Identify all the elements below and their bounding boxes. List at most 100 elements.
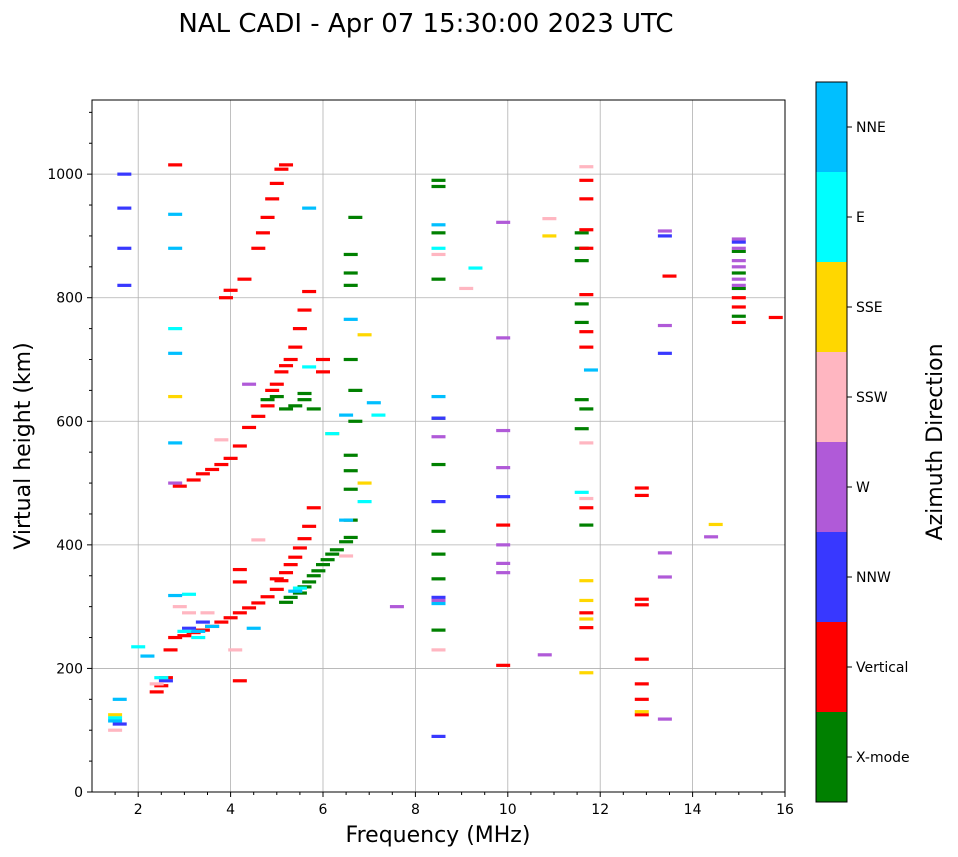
- data-point-x-mode: [431, 184, 446, 189]
- data-point-nnw: [158, 679, 173, 683]
- data-point-ssw: [431, 648, 446, 652]
- colorbar-frame: [815, 81, 848, 803]
- data-point-sse: [708, 522, 723, 527]
- data-point-x-mode: [311, 569, 326, 573]
- data-point-x-mode: [343, 283, 358, 287]
- data-point-nnw: [657, 234, 672, 238]
- data-point-vertical: [168, 163, 183, 167]
- data-point-vertical: [634, 486, 649, 490]
- data-point-ssw: [214, 438, 229, 442]
- x-axis-ticks: 2 4 6 8 10 12 14 16: [114, 792, 794, 818]
- data-point-e: [177, 629, 192, 633]
- data-point-e: [131, 645, 146, 649]
- data-point-ssw: [459, 286, 474, 291]
- data-point-x-mode: [731, 314, 746, 318]
- data-point-x-mode: [574, 320, 589, 325]
- data-point-x-mode: [339, 540, 354, 544]
- data-point-w: [657, 575, 672, 579]
- data-point-e: [154, 676, 169, 680]
- data-point-nnw: [657, 351, 672, 355]
- data-point-nnw: [117, 246, 132, 250]
- data-point-vertical: [218, 296, 233, 300]
- data-point-x-mode: [279, 407, 294, 411]
- data-point-vertical: [269, 181, 284, 186]
- data-point-e: [108, 716, 123, 720]
- data-point-vertical: [265, 197, 280, 201]
- data-point-vertical: [214, 620, 229, 624]
- data-point-x-mode: [574, 427, 589, 431]
- data-point-ssw: [431, 252, 446, 257]
- data-point-nne: [431, 394, 446, 399]
- data-point-ssw: [339, 554, 354, 558]
- plot-frame: [91, 99, 786, 793]
- data-point-e: [468, 266, 483, 270]
- data-point-vertical: [634, 697, 649, 701]
- data-point-vertical: [223, 288, 238, 292]
- colorbar-label-e: E: [856, 210, 865, 226]
- data-point-vertical: [579, 626, 594, 630]
- data-point-ssw: [182, 611, 197, 615]
- data-point-x-mode: [343, 252, 358, 257]
- data-point-ssw: [200, 611, 215, 615]
- data-point-vertical: [237, 277, 252, 281]
- data-point-w: [704, 535, 719, 539]
- data-point-vertical: [149, 690, 164, 694]
- x-tick-label: 2: [134, 802, 143, 818]
- data-point-e: [302, 365, 317, 369]
- data-point-vertical: [279, 571, 294, 575]
- data-point-vertical: [579, 197, 594, 201]
- data-point-sse: [542, 234, 557, 238]
- colorbar-segment: [816, 442, 847, 532]
- data-point-x-mode: [431, 552, 446, 556]
- data-point-nnw: [117, 206, 132, 210]
- x-tick-label: 14: [684, 802, 702, 818]
- data-point-w: [657, 323, 672, 328]
- data-point-nne: [246, 626, 261, 630]
- data-point-vertical: [214, 462, 229, 467]
- data-point-e: [168, 327, 183, 331]
- data-point-vertical: [768, 315, 783, 320]
- data-point-nne: [108, 719, 123, 723]
- y-tick-label: 400: [56, 538, 83, 554]
- data-point-vertical: [232, 567, 247, 572]
- data-point-e: [371, 413, 386, 417]
- chart-title: NAL CADI - Apr 07 15:30:00 2023 UTC: [178, 9, 673, 39]
- data-point-x-mode: [431, 178, 446, 182]
- data-point-nnw: [431, 416, 446, 420]
- data-point-w: [657, 551, 672, 555]
- colorbar-label-ssw: SSW: [856, 390, 888, 406]
- x-tick-label: 16: [776, 802, 794, 818]
- data-point-w: [389, 605, 404, 609]
- data-point-w: [731, 259, 746, 263]
- data-point-vertical: [269, 382, 284, 386]
- data-point-x-mode: [574, 302, 589, 306]
- data-point-x-mode: [279, 600, 294, 604]
- data-point-vertical: [292, 546, 307, 550]
- data-point-nnw: [117, 283, 132, 287]
- data-point-x-mode: [260, 398, 275, 402]
- x-tick-label: 6: [319, 802, 328, 818]
- colorbar-label-sse: SSE: [856, 300, 883, 316]
- data-point-x-mode: [343, 271, 358, 275]
- data-point-ssw: [542, 217, 557, 221]
- data-point-nnw: [431, 500, 446, 504]
- data-marks: [108, 163, 783, 738]
- data-point-w: [731, 237, 746, 241]
- data-point-nne: [168, 212, 183, 216]
- data-point-nne: [168, 351, 183, 355]
- data-point-ssw: [251, 538, 266, 542]
- data-point-x-mode: [320, 558, 335, 562]
- data-point-vertical: [579, 246, 594, 250]
- data-point-vertical: [186, 478, 201, 482]
- data-point-e: [182, 592, 197, 596]
- y-axis-label: Virtual height (km): [11, 342, 36, 549]
- data-point-w: [537, 653, 552, 657]
- data-point-x-mode: [574, 231, 589, 235]
- data-point-w: [496, 220, 511, 224]
- data-point-vertical: [274, 370, 289, 374]
- data-point-x-mode: [325, 552, 340, 556]
- data-point-x-mode: [343, 357, 358, 362]
- data-point-ssw: [579, 441, 594, 445]
- data-point-x-mode: [306, 574, 321, 578]
- y-tick-label: 800: [56, 291, 83, 307]
